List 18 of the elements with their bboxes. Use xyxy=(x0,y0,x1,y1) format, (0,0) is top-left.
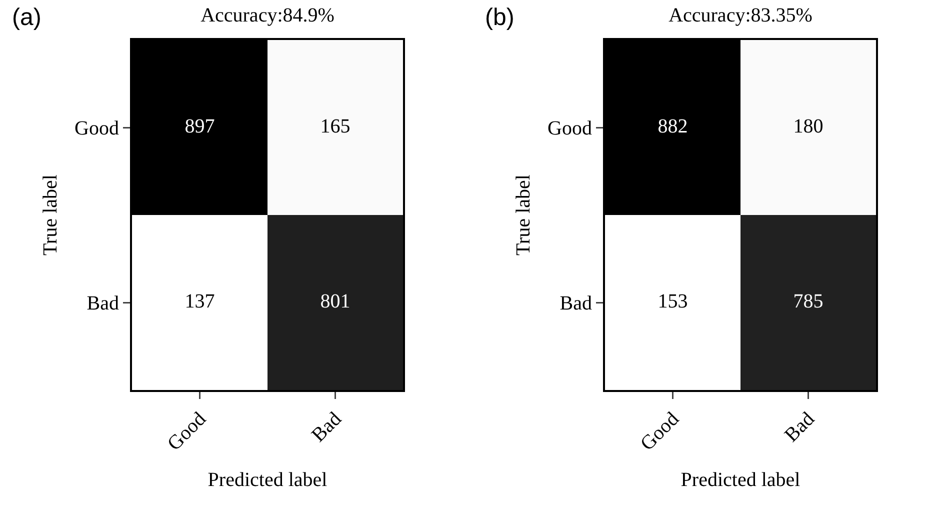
x-axis-title: Predicted label xyxy=(680,469,801,492)
x-tick-label: Bad xyxy=(780,408,819,446)
chart-title: Accuracy:84.9% xyxy=(200,4,334,27)
data-label: 137 xyxy=(184,290,215,312)
x-tick-label: Bad xyxy=(308,408,346,446)
data-label: 882 xyxy=(658,116,688,138)
chart-title: Accuracy:83.35% xyxy=(668,4,812,27)
text: (b) xyxy=(485,4,514,31)
data-label: 801 xyxy=(320,290,350,312)
data-label: 165 xyxy=(320,116,350,138)
data-label: 785 xyxy=(793,290,824,312)
data-label: 153 xyxy=(658,290,688,312)
data-label: 897 xyxy=(184,116,215,138)
y-axis-title: True label xyxy=(512,174,535,256)
data-label: 180 xyxy=(793,116,824,138)
text: (a) xyxy=(12,4,42,31)
x-axis-title: Predicted label xyxy=(208,469,328,492)
y-axis-title: True label xyxy=(40,174,62,256)
